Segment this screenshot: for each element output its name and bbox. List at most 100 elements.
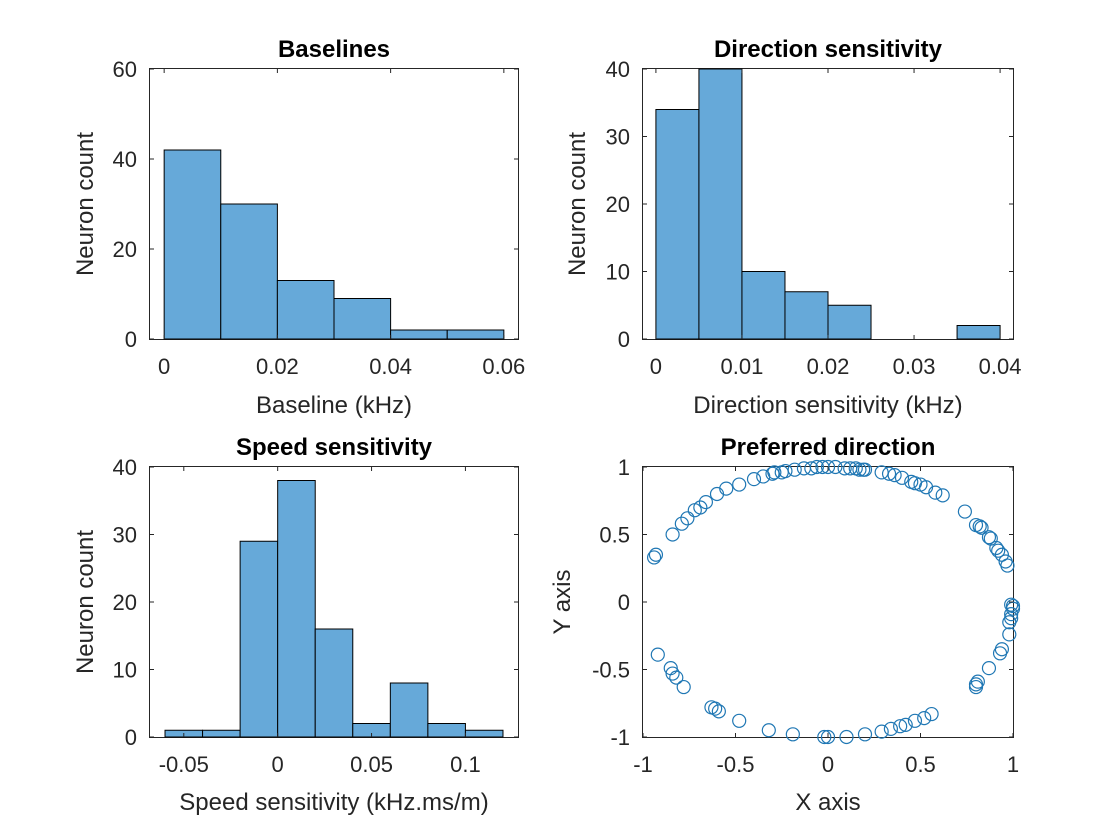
scatter-point xyxy=(991,543,1006,558)
histogram-bar xyxy=(464,729,504,738)
subplot-speed-sensitivity: -0.05 0 0.05 0.1 0 10 20 30 40 Speed sensitivity… xyxy=(72,434,519,816)
scatter-point xyxy=(924,706,939,722)
scatter-point xyxy=(665,527,680,542)
points xyxy=(646,459,1021,745)
y-tick-label: 40 xyxy=(113,147,137,172)
scatter-point xyxy=(857,462,873,477)
ticks: 0 0.01 0.02 0.03 0.04 0 10 20 30 40 xyxy=(606,57,1022,379)
scatter-point xyxy=(820,459,836,475)
ticks: -1 -0.5 0 0.5 1 -1 -0.5 0 0.5 1 xyxy=(592,455,1019,777)
scatter-point xyxy=(907,713,923,728)
histogram-bar xyxy=(446,329,505,340)
scatter-point xyxy=(828,459,843,475)
scatter-point xyxy=(648,547,664,562)
y-tick-label: -1 xyxy=(610,725,630,750)
scatter-point xyxy=(928,485,943,500)
scatter-point xyxy=(817,729,832,745)
chart-title: Preferred direction xyxy=(721,434,936,461)
y-tick-label: 30 xyxy=(606,125,630,150)
x-tick-label: -0.05 xyxy=(159,752,209,777)
scatter-point xyxy=(761,723,776,738)
y-tick-label: 60 xyxy=(113,57,137,82)
scatter-point xyxy=(676,679,691,695)
y-axis-label: Y axis xyxy=(549,570,576,635)
x-tick-label: 0.03 xyxy=(893,354,936,379)
y-tick-label: 20 xyxy=(606,192,630,217)
x-tick-label: -0.5 xyxy=(717,752,755,777)
subplot-direction-sensitivity: 0 0.01 0.02 0.03 0.04 0 10 20 30 40 Direction sen… xyxy=(564,36,1022,419)
x-tick-label: 1 xyxy=(1007,752,1019,777)
x-tick-label: -1 xyxy=(633,752,653,777)
scatter-point xyxy=(711,704,726,719)
histogram-bar xyxy=(163,149,222,340)
histogram-bar xyxy=(239,540,279,738)
scatter-point xyxy=(732,713,747,728)
scatter-point xyxy=(970,674,985,689)
y-tick-label: -0.5 xyxy=(592,658,630,683)
y-tick-label: 20 xyxy=(113,590,137,615)
scatter-point xyxy=(957,504,973,519)
y-tick-label: 0 xyxy=(125,327,137,352)
scatter-point xyxy=(767,465,782,480)
scatter-point xyxy=(883,721,899,737)
bars xyxy=(655,68,1001,340)
y-tick-label: 20 xyxy=(113,237,137,262)
x-tick-label: 0.05 xyxy=(350,752,393,777)
x-tick-label: 0 xyxy=(650,354,662,379)
scatter-point xyxy=(674,516,689,531)
scatter-point xyxy=(693,500,708,515)
scatter-point xyxy=(663,661,678,676)
scatter-point xyxy=(680,511,695,526)
histogram-bar xyxy=(314,628,354,738)
scatter-point xyxy=(981,661,997,676)
histogram-bar xyxy=(220,203,278,340)
scatter-point xyxy=(1002,615,1017,630)
histogram-bar xyxy=(202,729,241,738)
subplot-preferred-direction: -1 -0.5 0 0.5 1 -1 -0.5 0 0.5 1 Preferred directi… xyxy=(549,434,1021,816)
x-tick-label: 0.1 xyxy=(450,752,481,777)
y-tick-label: 10 xyxy=(606,260,630,285)
bars xyxy=(164,480,504,738)
histogram-bar xyxy=(698,68,743,340)
chart-title: Speed sensitivity xyxy=(236,434,433,461)
scatter-point xyxy=(804,461,819,476)
scatter-point xyxy=(917,710,932,726)
x-axis-label: Direction sensitivity (kHz) xyxy=(693,392,962,419)
x-axis-label: Baseline (kHz) xyxy=(256,392,412,419)
histogram-bar xyxy=(389,682,429,738)
scatter-point xyxy=(881,466,897,481)
histogram-bar xyxy=(655,109,700,340)
scatter-point xyxy=(778,463,793,479)
scatter-point xyxy=(935,488,950,503)
y-tick-label: 40 xyxy=(113,455,137,480)
y-tick-label: 10 xyxy=(113,658,137,683)
subplot-baselines: 0 0.02 0.04 0.06 0 20 40 60 Baselines Baseline … xyxy=(72,36,525,419)
chart-title: Baselines xyxy=(278,36,390,63)
histogram-bar xyxy=(741,271,786,340)
y-tick-label: 30 xyxy=(113,523,137,548)
scatter-point xyxy=(732,477,747,492)
histogram-bar xyxy=(827,304,872,340)
scatter-point xyxy=(650,647,665,662)
x-tick-label: 0.06 xyxy=(482,354,525,379)
histogram-bar xyxy=(276,280,335,340)
scatter-point xyxy=(857,727,873,742)
x-tick-label: 0.01 xyxy=(721,354,764,379)
scatter-point xyxy=(719,481,734,496)
scatter-point xyxy=(820,729,836,745)
scatter-point xyxy=(837,461,852,476)
scatter-point xyxy=(698,495,714,510)
x-tick-label: 0.02 xyxy=(807,354,850,379)
ticks: -0.05 0 0.05 0.1 0 10 20 30 40 xyxy=(113,455,518,777)
x-tick-label: 0 xyxy=(822,752,834,777)
y-tick-label: 0 xyxy=(125,725,137,750)
histogram-bar xyxy=(277,480,316,738)
x-axis-label: Speed sensitivity (kHz.ms/m) xyxy=(179,789,488,816)
scatter-point xyxy=(974,520,989,535)
scatter-point xyxy=(981,530,997,545)
scatter-point xyxy=(972,519,987,534)
scatter-point xyxy=(874,724,889,739)
y-tick-label: 1 xyxy=(618,455,630,480)
ticks: 0 0.02 0.04 0.06 0 20 40 60 xyxy=(113,57,526,379)
